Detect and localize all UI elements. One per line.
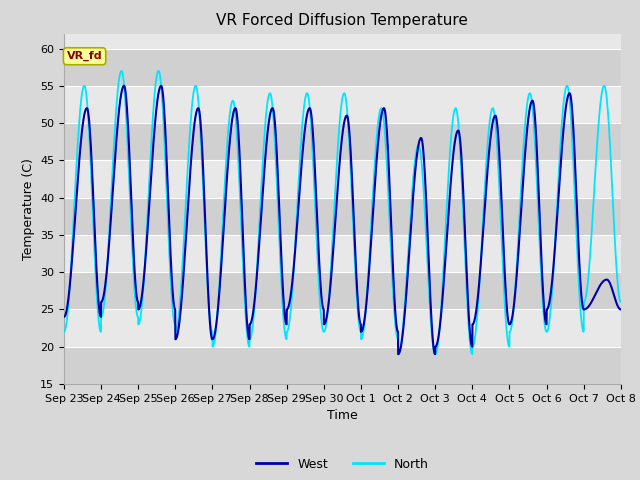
X-axis label: Time: Time: [327, 409, 358, 422]
Y-axis label: Temperature (C): Temperature (C): [22, 158, 35, 260]
Text: VR_fd: VR_fd: [67, 51, 102, 61]
Bar: [64, 198, 621, 235]
Legend: West, North: West, North: [251, 453, 434, 476]
Bar: [64, 347, 621, 384]
Bar: [64, 160, 621, 198]
Bar: [64, 272, 621, 310]
Bar: [64, 123, 621, 160]
Bar: [64, 48, 621, 86]
Title: VR Forced Diffusion Temperature: VR Forced Diffusion Temperature: [216, 13, 468, 28]
Bar: [64, 310, 621, 347]
Bar: [64, 86, 621, 123]
Bar: [64, 235, 621, 272]
